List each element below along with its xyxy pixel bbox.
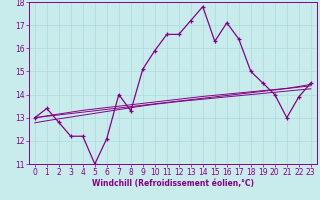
X-axis label: Windchill (Refroidissement éolien,°C): Windchill (Refroidissement éolien,°C) — [92, 179, 254, 188]
